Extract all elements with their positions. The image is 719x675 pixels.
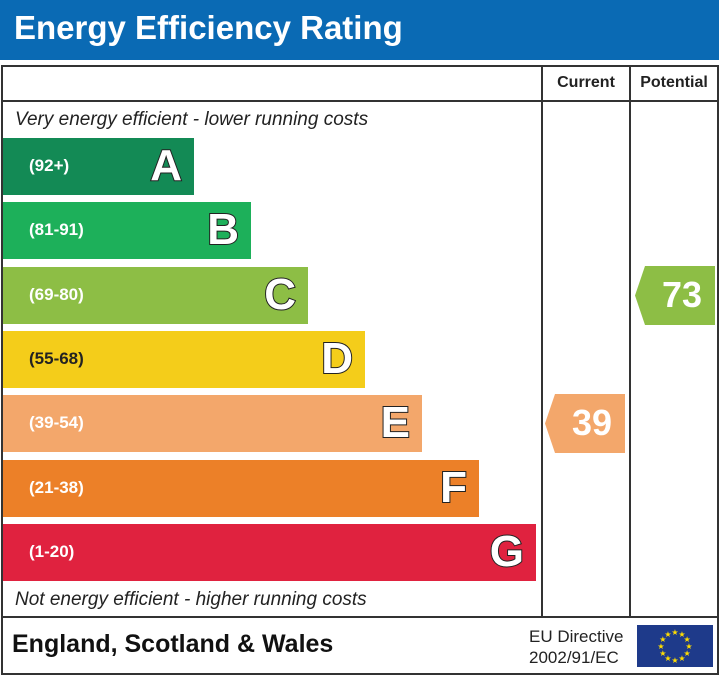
star: ★ — [684, 635, 691, 644]
star: ★ — [684, 649, 691, 658]
star: ★ — [659, 649, 666, 658]
band-g: (1-20) G — [3, 523, 536, 581]
band-letter: G — [489, 526, 525, 577]
rating-table — [1, 65, 719, 675]
divider — [1, 100, 717, 102]
band-a: (92+) A — [3, 138, 194, 195]
star: ★ — [671, 656, 678, 665]
band-letter: F — [439, 462, 468, 513]
current-rating-arrow: 39 — [545, 394, 625, 454]
column-potential: Potential — [640, 74, 708, 91]
arrow-shape — [635, 265, 715, 325]
divider — [629, 65, 631, 618]
band-letter: A — [149, 140, 183, 191]
band-d: (55-68) D — [3, 330, 365, 388]
band-letter: C — [263, 269, 297, 320]
band-e: (39-54) E — [3, 395, 422, 453]
band-c: (69-80) C — [3, 266, 308, 324]
band-range: (39-54) — [29, 413, 84, 433]
star: ★ — [678, 654, 685, 663]
band-letter: D — [320, 333, 354, 384]
star: ★ — [685, 642, 692, 651]
star: ★ — [659, 635, 666, 644]
star: ★ — [678, 630, 685, 639]
eu-directive: EU Directive 2002/91/EC — [529, 626, 623, 668]
star: ★ — [664, 654, 671, 663]
star: ★ — [664, 630, 671, 639]
potential-rating-arrow: 73 — [635, 265, 715, 325]
band-range: (92+) — [29, 156, 70, 175]
footer-region: England, Scotland & Wales — [12, 630, 334, 658]
directive-line2: 2002/91/EC — [529, 648, 619, 667]
band-range: (69-80) — [29, 284, 84, 304]
directive-line1: EU Directive — [529, 627, 624, 646]
eu-flag-icon: ★ ★ ★ ★ ★ ★ ★ ★ ★ ★ ★ ★ — [637, 625, 713, 667]
star: ★ — [657, 642, 664, 651]
column-current: Current — [557, 74, 615, 91]
band-letter: E — [380, 397, 411, 448]
top-note: Very energy efficient - lower running co… — [15, 109, 369, 130]
band-f: (21-38) F — [3, 459, 479, 517]
current-value: 39 — [571, 402, 613, 444]
band-letter: B — [206, 204, 240, 255]
band-range: (21-38) — [29, 477, 84, 497]
header: Energy Efficiency Rating — [0, 0, 719, 60]
arrow-shape — [545, 394, 625, 454]
divider — [1, 616, 717, 618]
band-range: (55-68) — [29, 348, 84, 368]
bottom-note: Not energy efficient - higher running co… — [15, 589, 367, 610]
band-b: (81-91) B — [3, 202, 251, 260]
band-range: (81-91) — [29, 220, 84, 240]
band-range: (1-20) — [29, 541, 75, 561]
title: Energy Efficiency Rating — [14, 9, 403, 46]
divider — [541, 65, 543, 618]
star: ★ — [671, 628, 678, 637]
potential-value: 73 — [661, 273, 703, 315]
